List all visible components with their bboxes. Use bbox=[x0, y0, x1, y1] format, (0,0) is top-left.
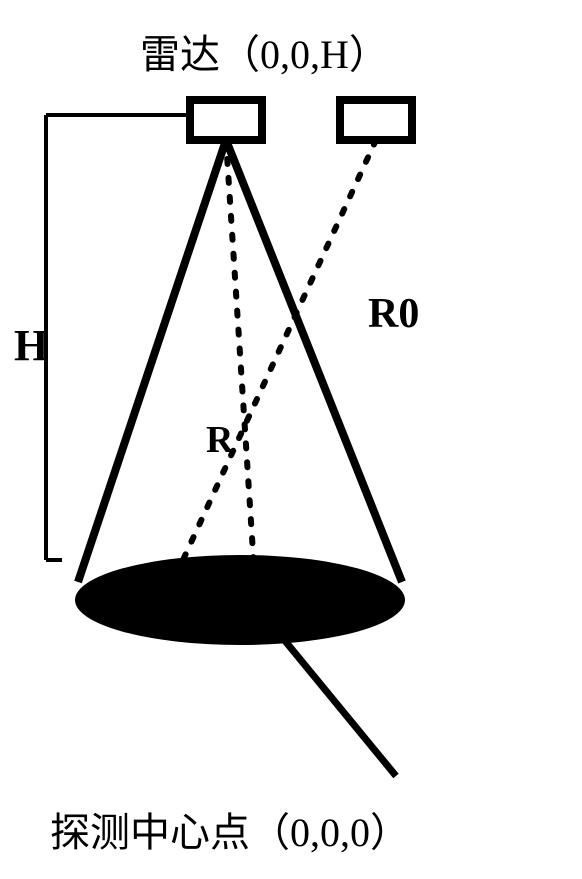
label-R0: R0 bbox=[368, 290, 419, 338]
ground-ellipse bbox=[75, 555, 405, 645]
radar-box-1 bbox=[190, 100, 262, 140]
cone-left-edge bbox=[78, 140, 226, 582]
R0-line bbox=[160, 140, 376, 610]
label-R: R bbox=[206, 418, 233, 462]
cone-right-edge bbox=[226, 140, 402, 582]
label-H: H bbox=[14, 320, 48, 371]
label-detection-center: 探测中心点（0,0,0） bbox=[50, 800, 410, 858]
radar-box-2 bbox=[340, 100, 412, 140]
diagram-canvas bbox=[0, 0, 582, 879]
label-radar: 雷达（0,0,H） bbox=[140, 22, 389, 80]
